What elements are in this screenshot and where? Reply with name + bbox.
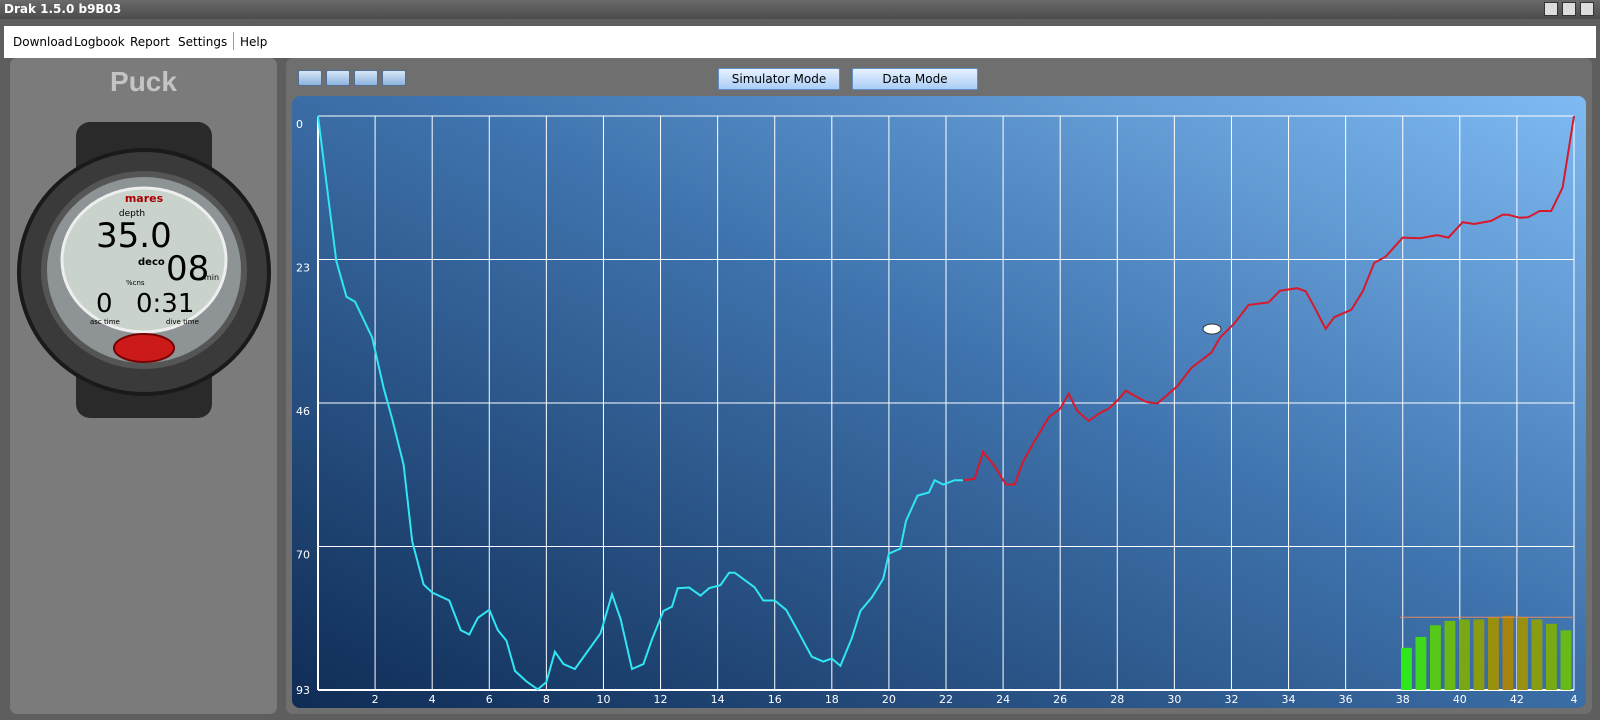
x-tick-label: 26: [1053, 693, 1067, 706]
tissue-bar: [1560, 630, 1572, 690]
prev-button[interactable]: [326, 70, 350, 86]
x-tick-label: 30: [1167, 693, 1181, 706]
deco-readout: 08: [166, 249, 209, 289]
dive-time-readout: 0:31: [136, 289, 194, 319]
window-controls: [1544, 2, 1596, 16]
tissue-bar: [1546, 623, 1557, 690]
x-tick-label: 38: [1396, 693, 1410, 706]
menu-bar: Download Logbook Report Settings Help: [4, 26, 1596, 58]
menu-item[interactable]: Settings: [178, 35, 228, 49]
watch: mares depth 35.0 deco 08 min %cns 0 0:31…: [17, 122, 271, 418]
menu-item[interactable]: Download: [13, 35, 73, 49]
close-button[interactable]: [1580, 2, 1594, 16]
maximize-button[interactable]: [1562, 2, 1576, 16]
menu-item[interactable]: Report: [130, 35, 170, 49]
tissue-bar: [1459, 619, 1470, 690]
depth-readout: 35.0: [96, 216, 172, 256]
x-tick-label: 8: [543, 693, 550, 706]
tissue-bar: [1430, 625, 1441, 690]
lcd-label: asc time: [90, 318, 120, 326]
asc-time-readout: 0: [96, 289, 113, 319]
watch-button[interactable]: [113, 333, 175, 363]
tissue-bar: [1502, 615, 1514, 690]
next-button[interactable]: [354, 70, 378, 86]
tissue-bar: [1488, 617, 1499, 690]
x-tick-label: 14: [711, 693, 725, 706]
x-tick-label: 34: [1282, 693, 1296, 706]
title-bar: Drak 1.5.0 b9B03: [0, 0, 1600, 19]
depth-line: [317, 115, 964, 691]
x-tick-label: 42: [1510, 693, 1524, 706]
minimize-button[interactable]: [1544, 2, 1558, 16]
first-button[interactable]: [298, 70, 322, 86]
lcd-label: depth: [119, 209, 145, 219]
last-button[interactable]: [382, 70, 406, 86]
menu-item[interactable]: Logbook: [74, 35, 125, 49]
x-tick-label: 36: [1339, 693, 1353, 706]
lcd-label: deco: [138, 257, 165, 268]
x-tick-label: 24: [996, 693, 1010, 706]
y-tick-label: 46: [296, 405, 310, 418]
lcd: [60, 186, 228, 334]
y-tick-label: 93: [296, 684, 310, 697]
lcd-label: dive time: [166, 318, 199, 326]
x-tick-label: 4: [429, 693, 436, 706]
depth-line: [962, 115, 1575, 486]
menu-separator: [233, 32, 234, 50]
device-panel: Puck mares depth 35.0 deco 08 min %cns 0…: [10, 58, 277, 714]
tissue-bar: [1531, 619, 1543, 690]
x-tick-label: 2: [372, 693, 379, 706]
data-mode-button[interactable]: Data Mode: [852, 68, 978, 90]
simulator-mode-button[interactable]: Simulator Mode: [718, 68, 840, 90]
x-tick-label: 12: [654, 693, 668, 706]
x-tick-label: 18: [825, 693, 839, 706]
x-tick-label: 40: [1453, 693, 1467, 706]
lcd-label: %cns: [126, 279, 145, 287]
chart-background: [292, 96, 1586, 708]
x-tick-label: 20: [882, 693, 896, 706]
x-tick-label: 6: [486, 693, 493, 706]
tissue-bar: [1473, 619, 1485, 690]
x-tick-label: 32: [1224, 693, 1238, 706]
y-tick-label: 70: [296, 549, 310, 562]
menu-item[interactable]: Help: [240, 35, 268, 49]
x-tick-label: 4: [1571, 693, 1578, 706]
window-title: Drak 1.5.0 b9B03: [4, 2, 122, 16]
y-tick-label: 0: [296, 118, 303, 131]
device-name: Puck: [110, 66, 177, 97]
x-tick-label: 10: [596, 693, 610, 706]
tissue-bar: [1444, 620, 1456, 690]
x-tick-label: 22: [939, 693, 953, 706]
diver-icon: [1202, 323, 1222, 335]
x-tick-label: 16: [768, 693, 782, 706]
tissue-bar: [1401, 647, 1412, 690]
tissue-bar: [1415, 636, 1427, 690]
tissue-bar: [1517, 617, 1528, 690]
x-tick-label: 28: [1110, 693, 1124, 706]
brand: mares: [125, 192, 164, 205]
lcd-label: min: [204, 273, 219, 282]
y-tick-label: 23: [296, 262, 310, 275]
